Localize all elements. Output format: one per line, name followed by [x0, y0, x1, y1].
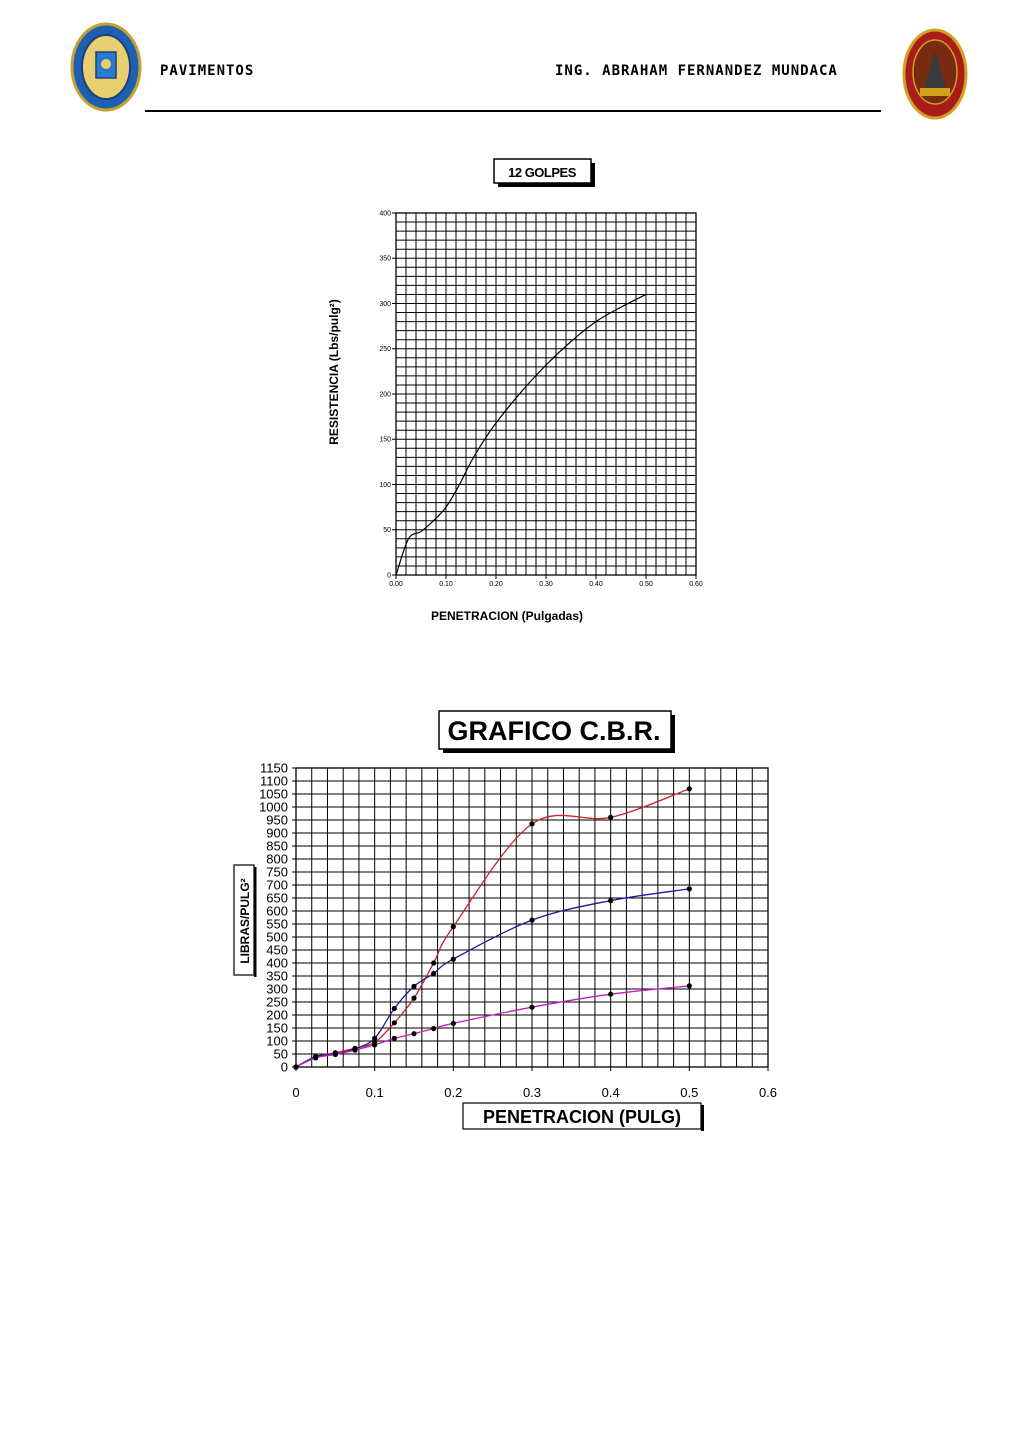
c2-data-point [411, 995, 417, 1001]
c2-ytick-label: 1050 [259, 787, 288, 802]
c2-data-point [391, 1020, 397, 1026]
c2-ytick-label: 600 [266, 904, 288, 919]
c2-ytick-label: 150 [266, 1021, 288, 1036]
c1-xtick-label: 0.20 [489, 581, 503, 588]
c2-ytick-label: 1000 [259, 800, 288, 815]
chart1-title: 12 GOLPES [508, 165, 577, 180]
c2-data-point [450, 956, 456, 962]
c2-ytick-label: 50 [274, 1047, 288, 1062]
c2-ytick-label: 300 [266, 982, 288, 997]
c2-data-point [313, 1055, 319, 1061]
c2-data-point [411, 1031, 417, 1037]
c2-ytick-label: 850 [266, 839, 288, 854]
chart-12-golpes: 12 GOLPES 0 50 100 150 200 250 300 350 400 0.00 0… [327, 158, 703, 623]
c2-ytick-label: 500 [266, 930, 288, 945]
c2-data-point [431, 960, 437, 966]
c2-data-point [686, 786, 692, 792]
c2-ytick-label: 650 [266, 891, 288, 906]
c2-data-point [372, 1035, 378, 1041]
header-author-label: ING. ABRAHAM FERNANDEZ MUNDACA [555, 63, 838, 79]
c2-data-point [686, 886, 692, 892]
c2-data-point [431, 970, 437, 976]
c2-xtick-label: 0.1 [366, 1085, 384, 1100]
c2-ytick-label: 350 [266, 969, 288, 984]
c2-series-line-2 [295, 985, 690, 1068]
c2-xtick-label: 0.4 [602, 1085, 620, 1100]
c2-data-point [431, 1025, 437, 1032]
c1-ytick-label: 150 [379, 437, 391, 444]
c2-ytick-label: 450 [266, 943, 288, 958]
chart2-xlabel: PENETRACION (PULG) [483, 1107, 681, 1127]
c1-series-line-0 [395, 293, 647, 576]
c1-ytick-label: 250 [379, 346, 391, 353]
chart2-ylabel: LIBRAS/PULG² [238, 878, 252, 963]
header-divider [145, 110, 881, 112]
c2-xtick-label: 0 [292, 1085, 299, 1100]
c2-ytick-label: 100 [266, 1034, 288, 1049]
c1-ytick-label: 50 [383, 527, 391, 534]
c2-series-line-1 [295, 888, 690, 1068]
c2-data-point [391, 1005, 397, 1012]
c2-data-point [372, 1042, 378, 1048]
c2-data-point [391, 1035, 397, 1041]
c1-ytick-label: 200 [379, 391, 391, 398]
c1-xtick-label: 0.00 [389, 581, 403, 588]
faculty-crest-icon [902, 28, 968, 125]
chart1-xlabel: PENETRACION (Pulgadas) [431, 609, 583, 623]
c2-ytick-label: 550 [266, 917, 288, 932]
c2-data-point [529, 821, 535, 827]
c2-ytick-label: 900 [266, 826, 288, 841]
c2-ytick-label: 700 [266, 878, 288, 893]
c1-xtick-label: 0.30 [539, 581, 553, 588]
chart1-ylabel: RESISTENCIA (Lbs/pulg²) [327, 299, 341, 445]
c2-ytick-label: 0 [281, 1060, 288, 1075]
c2-ytick-label: 1100 [260, 774, 288, 789]
c1-xtick-label: 0.60 [689, 581, 703, 588]
c1-ytick-label: 100 [379, 482, 391, 489]
c1-xtick-label: 0.10 [439, 581, 453, 588]
c1-ytick-label: 400 [379, 210, 391, 217]
c2-data-point [450, 1020, 456, 1026]
c2-data-point [352, 1047, 358, 1053]
c2-data-point [686, 983, 692, 989]
c2-data-point [608, 991, 614, 997]
chart2-title: GRAFICO C.B.R. [448, 716, 661, 746]
c2-xtick-label: 0.2 [444, 1085, 462, 1100]
c1-ytick-label: 300 [379, 301, 391, 308]
university-seal-icon [70, 22, 142, 117]
c2-ytick-label: 1150 [260, 761, 288, 776]
c2-ytick-label: 200 [266, 1008, 288, 1023]
c2-xtick-label: 0.3 [523, 1085, 541, 1100]
chart-grafico-cbr: GRAFICO C.B.R. 0501001502002503003504004… [233, 710, 777, 1131]
c2-data-point [450, 924, 456, 930]
c1-xtick-label: 0.40 [589, 581, 603, 588]
c2-ytick-label: 400 [266, 956, 288, 971]
c2-data-point [293, 1064, 299, 1070]
c2-data-point [411, 983, 417, 989]
c1-xtick-label: 0.50 [639, 581, 653, 588]
c2-data-point [608, 898, 614, 904]
c2-ytick-label: 750 [266, 865, 288, 880]
header-course-label: PAVIMENTOS [160, 63, 255, 79]
c1-ytick-label: 0 [387, 572, 391, 579]
c2-data-point [332, 1051, 338, 1058]
c2-xtick-label: 0.5 [680, 1085, 698, 1100]
c2-data-point [529, 917, 535, 923]
c2-ytick-label: 950 [266, 813, 288, 828]
c1-ytick-label: 350 [379, 256, 391, 263]
c2-data-point [608, 814, 614, 820]
c2-series-line-0 [295, 788, 690, 1068]
c2-data-point [529, 1004, 535, 1010]
c2-ytick-label: 800 [266, 852, 288, 867]
c2-ytick-label: 250 [266, 995, 288, 1010]
c2-xtick-label: 0.6 [759, 1085, 777, 1100]
